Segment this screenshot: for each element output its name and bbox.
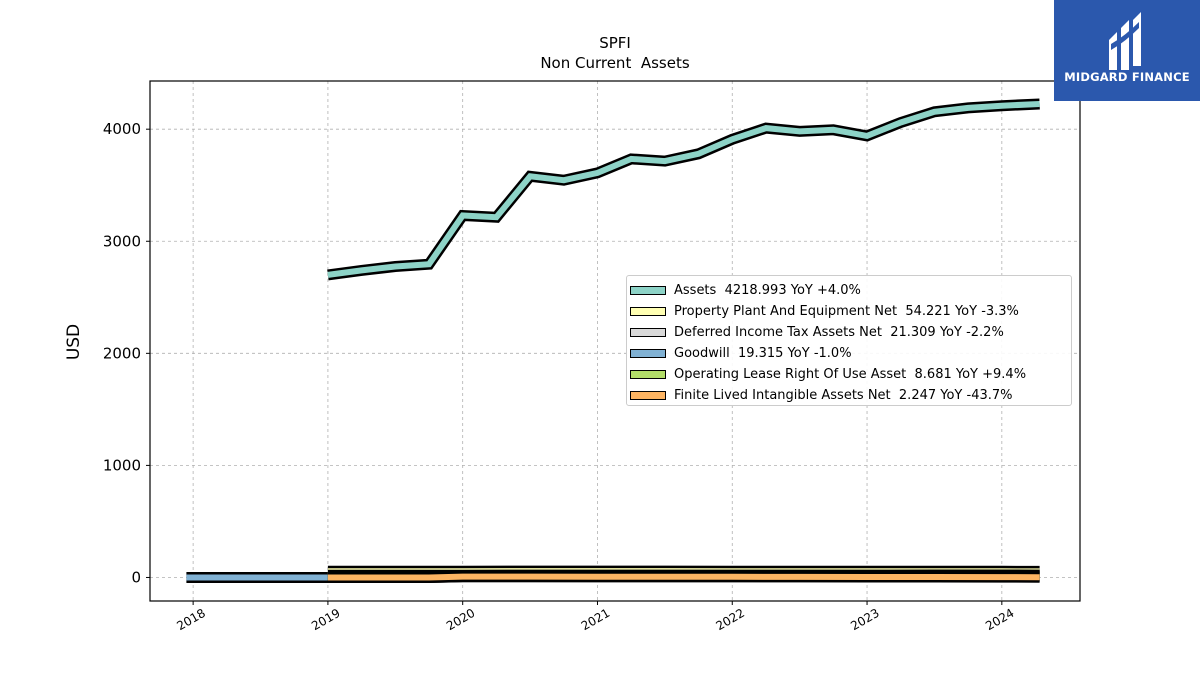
legend-item-assets: Assets 4218.993 YoY +4.0% [627, 280, 1071, 301]
y-tick-label: 0 [131, 568, 141, 586]
series-finite-lived-intangible [327, 571, 1040, 583]
series-assets [327, 98, 1040, 281]
legend-item-goodwill: Goodwill 19.315 YoY -1.0% [627, 343, 1071, 364]
legend-label: Finite Lived Intangible Assets Net 2.247… [674, 388, 1013, 403]
x-tick-label: 2018 [174, 606, 207, 633]
chart-subtitle: Non Current Assets [540, 54, 690, 72]
legend-label: Deferred Income Tax Assets Net 21.309 Yo… [674, 325, 1004, 340]
brand-logo-text: MIDGARD FINANCE [1064, 70, 1190, 84]
legend-label: Property Plant And Equipment Net 54.221 … [674, 304, 1019, 319]
legend-swatch-operating-lease [630, 370, 666, 379]
legend-item-finite-lived-intangible: Finite Lived Intangible Assets Net 2.247… [627, 385, 1071, 406]
series-layer [186, 98, 1040, 583]
x-tick-label: 2020 [444, 606, 477, 633]
y-tick-label: 2000 [103, 344, 141, 362]
y-axis-label: USD [64, 324, 84, 360]
brand-logo: MIDGARD FINANCE [1054, 0, 1200, 101]
y-tick-label: 1000 [103, 456, 141, 474]
chart-title: SPFI [599, 34, 631, 52]
y-tick-label: 3000 [103, 232, 141, 250]
plot-frame [149, 80, 1081, 602]
legend-label: Goodwill 19.315 YoY -1.0% [674, 346, 852, 361]
x-tick-label: 2022 [714, 606, 747, 633]
midgard-logo-icon [1109, 12, 1141, 70]
legend-item-property-plant-equipment: Property Plant And Equipment Net 54.221 … [627, 301, 1071, 322]
legend-swatch-property-plant-equipment [630, 307, 666, 316]
legend-item-deferred-income-tax: Deferred Income Tax Assets Net 21.309 Yo… [627, 322, 1071, 343]
legend-swatch-deferred-income-tax [630, 328, 666, 337]
legend-label: Assets 4218.993 YoY +4.0% [674, 283, 861, 298]
legend-item-operating-lease: Operating Lease Right Of Use Asset 8.681… [627, 364, 1071, 385]
series-line-assets [327, 101, 1040, 278]
series-outline-assets [327, 98, 1040, 281]
x-tick-label: 2023 [848, 606, 881, 633]
x-tick-label: 2019 [309, 606, 342, 633]
legend-swatch-goodwill [630, 349, 666, 358]
legend-label: Operating Lease Right Of Use Asset 8.681… [674, 367, 1027, 382]
legend-swatch-assets [630, 286, 666, 295]
x-tick-label: 2024 [983, 606, 1016, 633]
x-tick-label: 2021 [579, 606, 612, 633]
chart-legend: Assets 4218.993 YoY +4.0% Property Plant… [626, 275, 1072, 406]
y-tick-label: 4000 [103, 120, 141, 138]
legend-swatch-finite-lived-intangible [630, 391, 666, 400]
series-line-finite-lived-intangible [327, 573, 1040, 581]
